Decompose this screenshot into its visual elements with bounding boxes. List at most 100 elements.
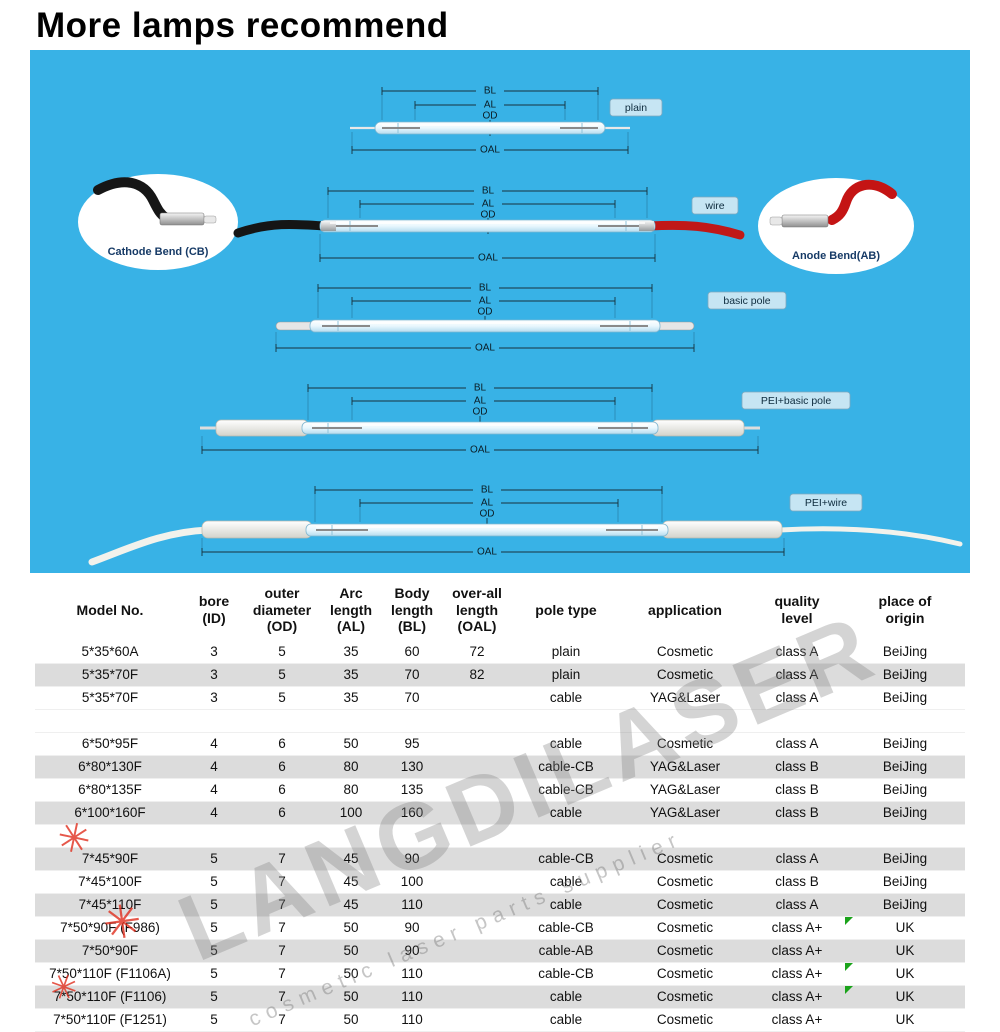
cell: 70: [381, 663, 443, 687]
cell: [443, 778, 511, 801]
cell: UK: [845, 985, 965, 1009]
cathode-callout-label: Cathode Bend (CB): [108, 246, 209, 258]
cell: Cosmetic: [621, 663, 749, 687]
cell: 7: [278, 966, 286, 982]
cell: Cosmetic: [621, 985, 749, 1009]
cell: 6*80*130F: [35, 755, 185, 779]
cell: BeiJing: [882, 644, 928, 660]
cell: BeiJing: [882, 782, 928, 798]
cell: 5: [210, 874, 218, 890]
anode-cable: [827, 179, 897, 225]
cell: Cosmetic: [621, 939, 749, 963]
cell: 110: [401, 966, 423, 982]
lamp-diagram: BL AL OD OAL plain Cathode Bend (CB) Ano…: [30, 50, 970, 573]
cell: BeiJing: [882, 736, 928, 752]
cell: Cosmetic: [621, 847, 749, 871]
cell: 7*45*100F: [78, 874, 142, 890]
table-row: 7*50*90F (F986) 5 7 50 90 cable-CB Cosmetic cla…: [35, 916, 965, 940]
cell: plain: [511, 663, 621, 687]
lamp-pei-wire: BL AL OD OAL PEI+wire: [88, 485, 963, 566]
cell: 7*50*90F (F986): [60, 920, 160, 936]
cell: cable: [511, 893, 621, 917]
anode-callout: Anode Bend(AB): [758, 178, 914, 274]
cell: [443, 824, 511, 848]
cell: class A+: [771, 1012, 823, 1028]
cell: 4: [210, 736, 218, 752]
cell: [443, 962, 511, 985]
cell: [621, 709, 749, 733]
column-header-outer-diameter: outer diameter (OD): [243, 579, 321, 641]
column-header-body-length: Body length (BL): [381, 579, 443, 641]
cell: class A: [749, 847, 845, 871]
cell: class A: [775, 690, 819, 706]
spacer-row: [35, 824, 965, 848]
type-chip-pei-basic-pole-label: PEI+basic pole: [761, 395, 831, 407]
cell: 6*100*160F: [35, 801, 185, 825]
cell: 45: [321, 847, 381, 871]
cell: 50: [321, 985, 381, 1009]
dim-label-od: OD: [483, 111, 498, 122]
dim-label-oal: OAL: [477, 547, 497, 558]
cell: class B: [775, 874, 819, 890]
lamp-pei-basic-pole: BL AL OD OAL PEI+basic pole: [200, 383, 851, 456]
cell: 35: [343, 644, 359, 660]
dim-label-al: AL: [484, 100, 497, 111]
type-chip-pei-wire: [789, 493, 863, 512]
cell: BeiJing: [845, 847, 965, 871]
cell: 110: [381, 985, 443, 1009]
dim-label-od: OD: [478, 307, 493, 318]
cell: BeiJing: [845, 893, 965, 917]
cell: 110: [401, 1012, 423, 1028]
table-row: 7*45*110F 5 7 45 110 cable Cosmetic class A BeiJ…: [35, 893, 965, 917]
type-chip-basic-pole-label: basic pole: [723, 295, 770, 307]
cell: 5*35*60A: [81, 644, 139, 660]
cell: 7*45*110F: [35, 893, 185, 917]
lamp-plain: BL AL OD OAL plain: [350, 86, 663, 156]
cell: cable-CB: [538, 782, 594, 798]
dim-label-od: OD: [473, 407, 488, 418]
cell: 5: [185, 893, 243, 917]
cell: class B: [775, 782, 819, 798]
cell: [443, 732, 511, 755]
cell: 7: [243, 893, 321, 917]
type-chip-basic-pole: [707, 291, 787, 310]
cell: cable: [511, 801, 621, 825]
cell: [185, 709, 243, 733]
dim-label-oal: OAL: [480, 145, 500, 156]
cell: YAG&Laser: [621, 801, 749, 825]
table-row: 7*45*90F 5 7 45 90 cable-CB Cosmetic class A Bei…: [35, 847, 965, 871]
cell: [749, 824, 845, 848]
cell: cable-CB: [511, 755, 621, 779]
dim-label-bl: BL: [474, 383, 487, 394]
cell: [621, 824, 749, 848]
cell: 90: [381, 847, 443, 871]
dim-label-oal: OAL: [475, 343, 495, 354]
cell: 50: [321, 939, 381, 963]
table-row: 7*45*100F 5 7 45 100 cable Cosmetic class B BeiJ…: [35, 870, 965, 894]
column-header-pole-type: pole type: [511, 579, 621, 641]
cell: cable: [549, 1012, 583, 1028]
cell: 7: [278, 920, 286, 936]
cell: cable: [511, 985, 621, 1009]
dim-label-oal: OAL: [470, 445, 490, 456]
type-chip-plain: [609, 98, 663, 117]
type-chip-wire: [691, 196, 739, 215]
cell: UK: [845, 939, 965, 963]
cell: 60: [404, 644, 420, 660]
cell: YAG&Laser: [621, 755, 749, 779]
cell: Cosmetic: [656, 874, 714, 890]
cell: 4: [210, 782, 218, 798]
spacer-row: [35, 709, 965, 733]
table-row: 7*50*110F (F1106) 5 7 50 110 cable Cosmetic cla…: [35, 985, 965, 1009]
cell: [443, 870, 511, 893]
dim-label-od: OD: [480, 509, 495, 520]
dim-label-al: AL: [479, 296, 492, 307]
cell: class A+: [771, 920, 823, 936]
table-row: 5*35*60A 3 5 35 60 72 plain Cosmetic class A BeiJ…: [35, 641, 965, 664]
cell: class A: [749, 893, 845, 917]
cell: [321, 709, 381, 733]
cell: 6: [243, 755, 321, 779]
cell: 6*80*135F: [78, 782, 142, 798]
cell: class B: [749, 801, 845, 825]
dim-label-bl: BL: [481, 485, 494, 496]
